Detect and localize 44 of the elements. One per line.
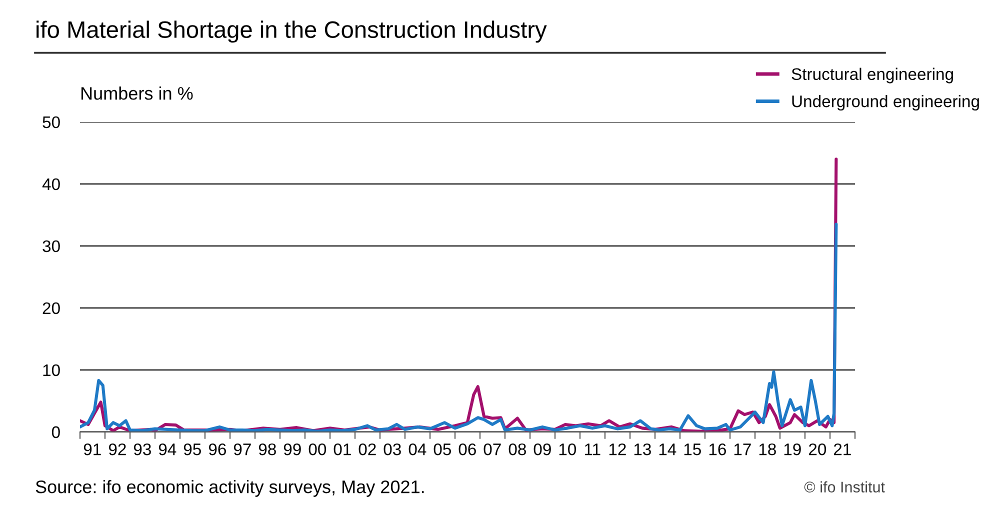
y-tick-label: 30 xyxy=(42,240,60,252)
x-tick-label: 13 xyxy=(634,443,651,456)
legend-label: Underground engineering xyxy=(792,95,979,111)
y-axis-title: Numbers in % xyxy=(81,86,193,100)
x-tick-label: 05 xyxy=(434,443,451,456)
x-tick-label: 97 xyxy=(234,443,251,456)
x-tick-label: 09 xyxy=(534,443,551,456)
x-tick-label: 93 xyxy=(134,443,151,456)
x-tick-label: 15 xyxy=(684,444,701,456)
legend-label: Structural engineering xyxy=(792,68,953,84)
text: © ifo Institut xyxy=(804,481,885,492)
x-tick-label: 92 xyxy=(108,443,126,456)
x-tick-label: 03 xyxy=(384,443,401,456)
x-tick-label: 21 xyxy=(834,443,851,456)
y-tick-label: 10 xyxy=(43,364,60,376)
x-tick-label: 14 xyxy=(659,444,676,456)
x-tick-label: 17 xyxy=(734,444,751,456)
x-tick-label: 99 xyxy=(284,443,301,456)
x-tick-label: 10 xyxy=(559,443,576,456)
x-tick-label: 01 xyxy=(334,443,351,456)
x-tick-label: 12 xyxy=(609,443,626,456)
line-series xyxy=(80,222,838,432)
x-tick-label: 02 xyxy=(358,443,376,456)
x-tick-label: 19 xyxy=(784,443,801,456)
x-tick-label: 16 xyxy=(709,443,726,456)
x-tick-label: 94 xyxy=(158,443,176,456)
x-tick-label: 96 xyxy=(208,443,226,456)
chart-title: ifo Material Shortage in the Construction Industry xyxy=(36,20,547,43)
y-tick-label: 0 xyxy=(52,426,60,438)
x-tick-label: 07 xyxy=(484,443,501,456)
y-tick-label: 20 xyxy=(42,302,60,314)
x-tick-label: 18 xyxy=(759,443,776,456)
x-tick-label: 00 xyxy=(308,443,326,456)
x-tick-label: 04 xyxy=(408,443,426,456)
x-tick-label: 11 xyxy=(584,444,600,456)
source-note: Source: ifo economic activity surveys, May 2021. xyxy=(36,480,424,497)
x-tick-label: 91 xyxy=(84,443,101,456)
x-tick-label: 95 xyxy=(184,443,201,456)
x-tick-label: 20 xyxy=(808,443,826,456)
y-tick-label: 50 xyxy=(42,116,60,128)
x-tick-label: 08 xyxy=(508,443,526,456)
y-tick-label: 40 xyxy=(42,178,60,190)
x-tick-label: 98 xyxy=(258,443,276,456)
x-tick-label: 06 xyxy=(458,443,476,456)
